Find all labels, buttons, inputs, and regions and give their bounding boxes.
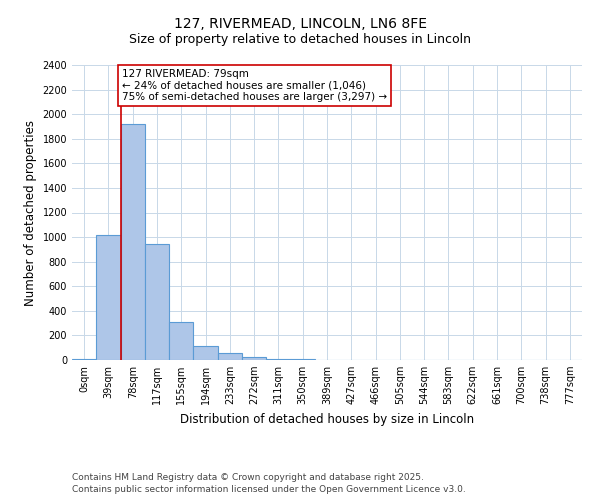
Bar <box>242 357 266 360</box>
Text: Size of property relative to detached houses in Lincoln: Size of property relative to detached ho… <box>129 32 471 46</box>
Bar <box>145 244 169 360</box>
X-axis label: Distribution of detached houses by size in Lincoln: Distribution of detached houses by size … <box>180 412 474 426</box>
Text: 127, RIVERMEAD, LINCOLN, LN6 8FE: 127, RIVERMEAD, LINCOLN, LN6 8FE <box>173 18 427 32</box>
Bar <box>266 359 290 360</box>
Bar <box>96 234 121 360</box>
Bar <box>121 124 145 360</box>
Bar <box>169 322 193 360</box>
Bar <box>72 359 96 360</box>
Bar <box>218 353 242 360</box>
Text: Contains HM Land Registry data © Crown copyright and database right 2025.: Contains HM Land Registry data © Crown c… <box>72 472 424 482</box>
Text: 127 RIVERMEAD: 79sqm
← 24% of detached houses are smaller (1,046)
75% of semi-de: 127 RIVERMEAD: 79sqm ← 24% of detached h… <box>122 68 387 102</box>
Text: Contains public sector information licensed under the Open Government Licence v3: Contains public sector information licen… <box>72 485 466 494</box>
Y-axis label: Number of detached properties: Number of detached properties <box>24 120 37 306</box>
Bar <box>193 346 218 360</box>
